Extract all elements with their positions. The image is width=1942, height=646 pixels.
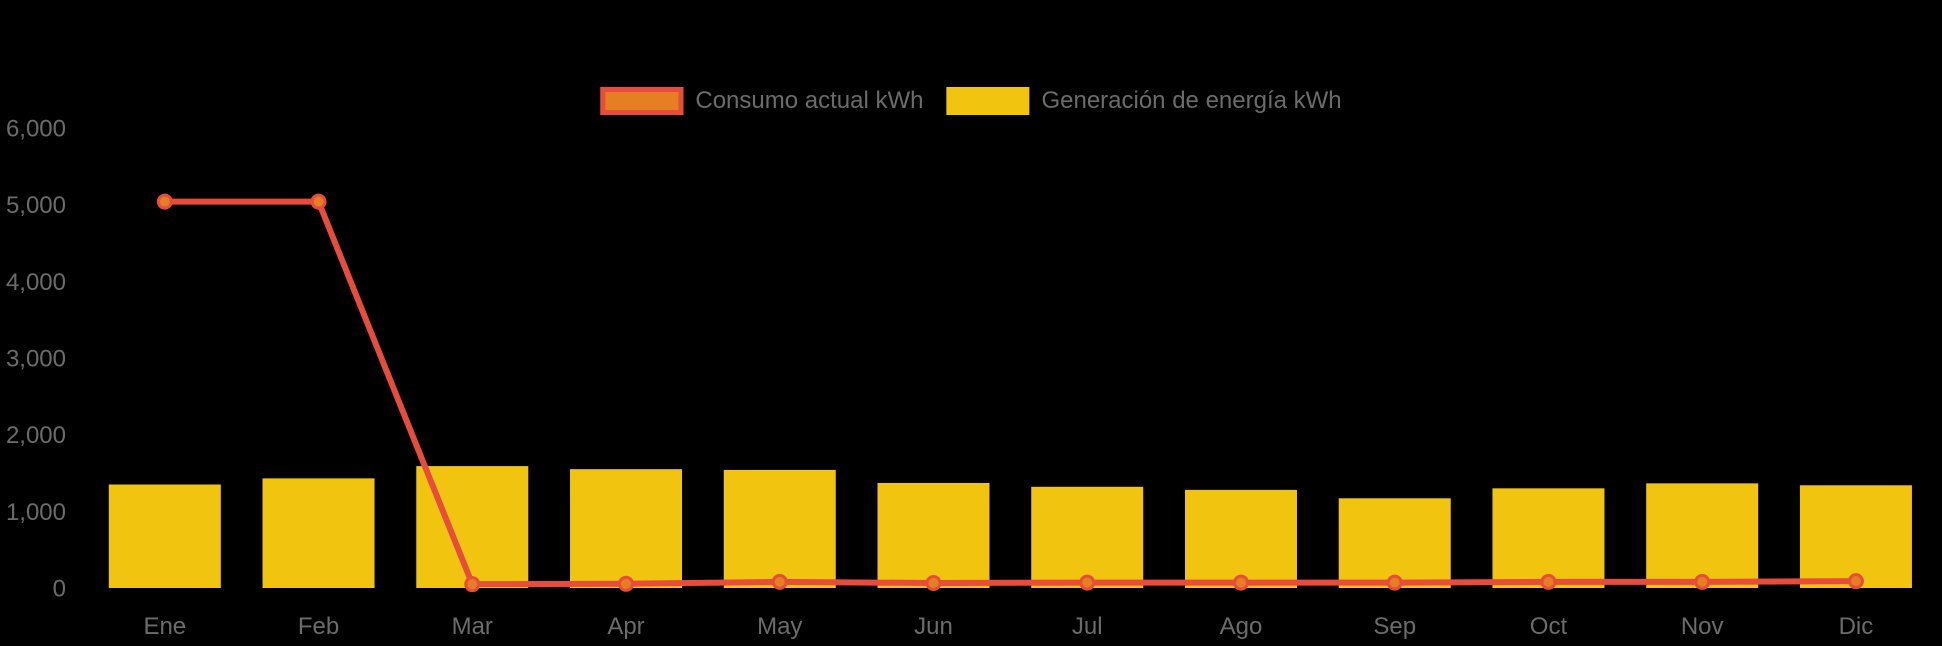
x-tick-label-feb: Feb xyxy=(298,613,339,640)
bar-ene[interactable] xyxy=(108,484,221,589)
bar-apr[interactable] xyxy=(570,469,683,588)
consumo-point-sep[interactable] xyxy=(1386,574,1403,591)
x-tick-label-may: May xyxy=(757,613,802,640)
consumo-point-mar[interactable] xyxy=(464,576,481,593)
x-tick-label-ene: Ene xyxy=(143,613,186,640)
x-tick-label-dic: Dic xyxy=(1839,613,1874,640)
consumo-point-apr[interactable] xyxy=(618,575,635,592)
consumo-line xyxy=(161,198,1859,588)
legend-item-consumo[interactable]: Consumo actual kWh xyxy=(600,87,923,115)
bar-dic[interactable] xyxy=(1799,485,1912,588)
consumo-swatch-icon xyxy=(600,87,684,115)
consumo-point-feb[interactable] xyxy=(310,193,327,210)
consumo-point-may[interactable] xyxy=(771,573,788,590)
bar-jul[interactable] xyxy=(1031,486,1144,588)
y-tick-label: 1,000 xyxy=(6,499,66,526)
legend-label-generacion: Generación de energía kWh xyxy=(1041,87,1342,114)
generacion-swatch-icon xyxy=(946,87,1030,115)
bar-ago[interactable] xyxy=(1184,489,1297,588)
bar-may[interactable] xyxy=(723,469,836,588)
y-tick-label: 4,000 xyxy=(6,269,66,296)
x-tick-label-nov: Nov xyxy=(1681,613,1724,640)
legend-item-generacion[interactable]: Generación de energía kWh xyxy=(946,87,1342,115)
chart-legend: Consumo actual kWh Generación de energía… xyxy=(600,87,1342,115)
y-tick-label: 5,000 xyxy=(6,192,66,219)
consumo-point-dic[interactable] xyxy=(1847,573,1864,590)
consumo-point-jul[interactable] xyxy=(1079,574,1096,591)
y-tick-label: 3,000 xyxy=(6,346,66,373)
bar-jun[interactable] xyxy=(877,482,990,588)
x-tick-label-jun: Jun xyxy=(914,613,953,640)
bar-feb[interactable] xyxy=(262,478,375,588)
x-tick-label-sep: Sep xyxy=(1373,613,1416,640)
y-tick-label: 6,000 xyxy=(6,116,66,143)
bar-oct[interactable] xyxy=(1492,488,1605,588)
y-tick-label: 2,000 xyxy=(6,422,66,449)
bar-sep[interactable] xyxy=(1338,498,1451,588)
bar-nov[interactable] xyxy=(1646,483,1759,588)
x-tick-label-apr: Apr xyxy=(607,613,644,640)
y-tick-label: 0 xyxy=(53,576,66,603)
legend-label-consumo: Consumo actual kWh xyxy=(695,87,924,114)
consumo-point-nov[interactable] xyxy=(1694,573,1711,590)
x-tick-label-oct: Oct xyxy=(1530,613,1568,640)
x-tick-label-mar: Mar xyxy=(452,613,493,640)
x-tick-label-jul: Jul xyxy=(1072,613,1103,640)
consumo-point-oct[interactable] xyxy=(1540,573,1557,590)
consumo-point-jun[interactable] xyxy=(925,575,942,592)
x-tick-label-ago: Ago xyxy=(1220,613,1263,640)
consumo-point-ago[interactable] xyxy=(1232,574,1249,591)
consumo-point-ene[interactable] xyxy=(156,193,173,210)
